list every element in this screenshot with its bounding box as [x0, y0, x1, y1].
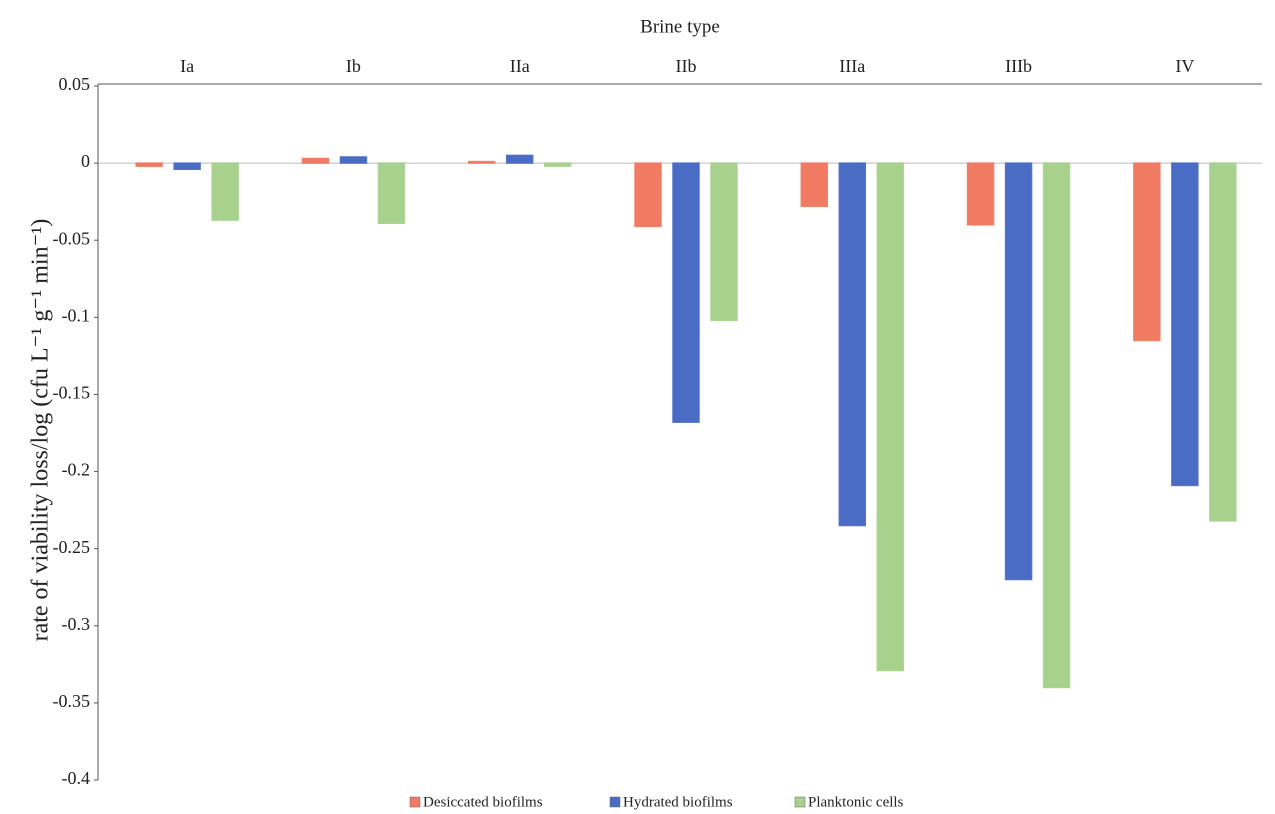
bar	[301, 157, 330, 164]
x-tick-label: IV	[1175, 56, 1194, 76]
legend-swatch	[409, 796, 421, 808]
y-tick-label: -0.05	[53, 228, 91, 248]
y-tick-label: -0.35	[53, 691, 91, 711]
bar	[1209, 162, 1237, 522]
y-tick-label: -0.1	[62, 305, 91, 325]
legend-label: Desiccated biofilms	[423, 794, 543, 810]
bar	[1133, 162, 1161, 342]
bar	[211, 162, 239, 221]
legend-label: Planktonic cells	[808, 794, 904, 810]
bar	[876, 162, 905, 672]
bar	[634, 162, 662, 228]
y-tick-label: -0.15	[53, 383, 91, 403]
bar	[467, 160, 496, 164]
x-tick-label: IIa	[510, 56, 530, 76]
bar	[710, 162, 738, 322]
bar	[838, 162, 867, 527]
x-tick-label: IIIa	[839, 56, 865, 76]
x-tick-label: IIIb	[1005, 56, 1032, 76]
y-tick-label: -0.3	[62, 614, 91, 634]
bar	[339, 156, 368, 164]
bar	[1171, 162, 1199, 487]
bar	[505, 154, 534, 164]
bar	[543, 162, 572, 167]
bar	[135, 162, 163, 167]
x-tick-label: Ia	[180, 56, 194, 76]
x-tick-label: IIb	[676, 56, 697, 76]
y-tick-label: -0.25	[53, 537, 91, 557]
y-axis-title: rate of viability loss/log (cfu L⁻¹ g⁻¹ …	[28, 219, 54, 642]
bar	[1004, 162, 1033, 581]
bar	[377, 162, 406, 225]
bar	[966, 162, 995, 226]
legend-swatch	[609, 796, 621, 808]
bar	[1042, 162, 1071, 689]
bar	[800, 162, 829, 208]
y-tick-label: -0.2	[62, 460, 91, 480]
bar	[173, 162, 201, 171]
x-tick-label: Ib	[346, 56, 361, 76]
legend-label: Hydrated biofilms	[623, 794, 733, 810]
y-tick-label: 0	[81, 151, 90, 171]
legend-swatch	[794, 796, 806, 808]
x-axis-title: Brine type	[640, 16, 720, 37]
y-tick-label: -0.4	[62, 768, 91, 788]
y-tick-label: 0.05	[59, 74, 91, 94]
bar	[672, 162, 700, 423]
